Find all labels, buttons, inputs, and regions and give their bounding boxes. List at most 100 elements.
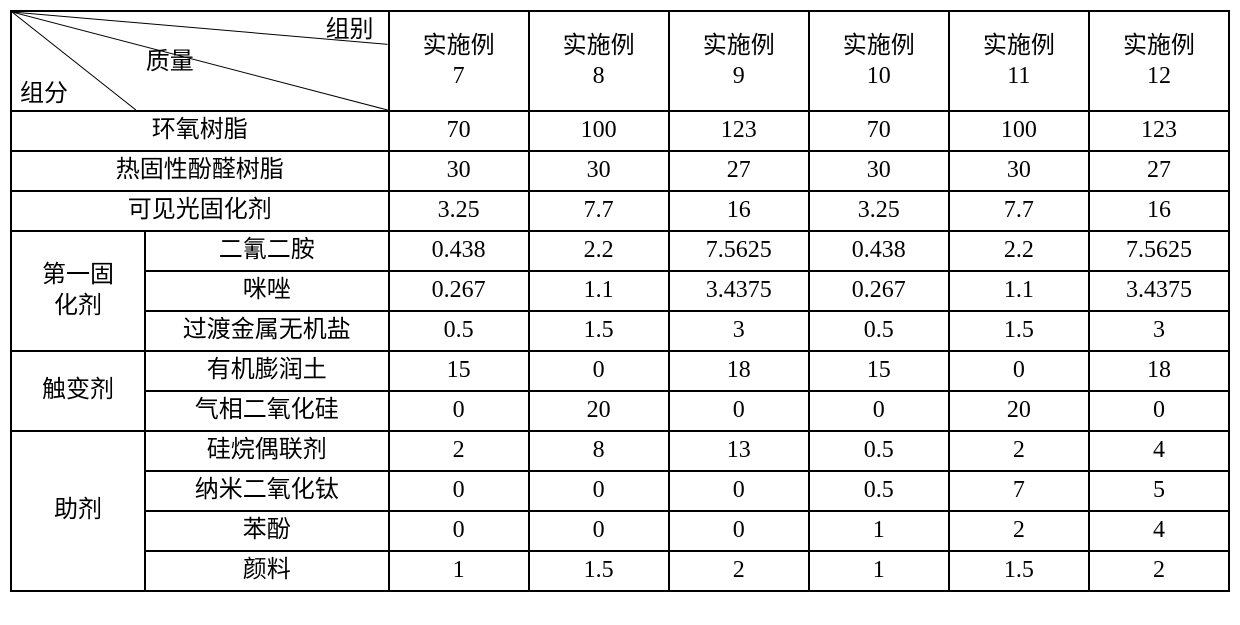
group-2-sub-2-val-0: 0 xyxy=(389,511,529,551)
diag-label-bottom: 组分 xyxy=(20,82,68,106)
group-2-sub-3-val-5: 2 xyxy=(1089,551,1229,591)
group-2-sub-2-val-1: 0 xyxy=(529,511,669,551)
col-header-5-bot: 12 xyxy=(1147,63,1171,89)
group-2-row-2: 苯酚 0 0 0 1 2 4 xyxy=(11,511,1229,551)
group-1-sub-1-val-3: 0 xyxy=(809,391,949,431)
group-0-sub-2-val-1: 1.5 xyxy=(529,311,669,351)
group-1-sub-0-val-4: 0 xyxy=(949,351,1089,391)
group-2-sub-1-label: 纳米二氧化钛 xyxy=(145,471,389,511)
row-simple-1-val-5: 27 xyxy=(1089,151,1229,191)
group-1-sub-1-val-5: 0 xyxy=(1089,391,1229,431)
group-0-sub-0-val-2: 7.5625 xyxy=(669,231,809,271)
col-header-1-bot: 8 xyxy=(593,63,605,89)
group-0-row-1: 咪唑 0.267 1.1 3.4375 0.267 1.1 3.4375 xyxy=(11,271,1229,311)
col-header-3-bot: 10 xyxy=(867,63,891,89)
group-0-label: 第一固化剂 xyxy=(11,231,145,351)
group-2-sub-1-val-0: 0 xyxy=(389,471,529,511)
composition-table-wrap: 组别 质量 组分 实施例7 实施例8 实施例9 实施例10 实施例11 实施例1… xyxy=(10,10,1230,592)
group-2-row-0: 助剂 硅烷偶联剂 2 8 13 0.5 2 4 xyxy=(11,431,1229,471)
composition-table: 组别 质量 组分 实施例7 实施例8 实施例9 实施例10 实施例11 实施例1… xyxy=(10,10,1230,592)
group-2-sub-0-val-2: 13 xyxy=(669,431,809,471)
group-1-row-1: 气相二氧化硅 0 20 0 0 20 0 xyxy=(11,391,1229,431)
col-header-0-bot: 7 xyxy=(453,63,465,89)
group-0-sub-1-val-1: 1.1 xyxy=(529,271,669,311)
group-1-sub-0-val-0: 15 xyxy=(389,351,529,391)
row-simple-0-val-4: 100 xyxy=(949,111,1089,151)
col-header-5: 实施例12 xyxy=(1089,11,1229,111)
group-0-sub-0-val-4: 2.2 xyxy=(949,231,1089,271)
group-1-sub-0-label: 有机膨润土 xyxy=(145,351,389,391)
row-simple-2-label: 可见光固化剂 xyxy=(11,191,389,231)
col-header-2-top: 实施例 xyxy=(703,33,775,59)
row-simple-2-val-0: 3.25 xyxy=(389,191,529,231)
group-1-sub-1-val-4: 20 xyxy=(949,391,1089,431)
row-simple-1-label: 热固性酚醛树脂 xyxy=(11,151,389,191)
group-2-row-1: 纳米二氧化钛 0 0 0 0.5 7 5 xyxy=(11,471,1229,511)
col-header-3-top: 实施例 xyxy=(843,33,915,59)
group-2-sub-3-label: 颜料 xyxy=(145,551,389,591)
row-simple-2-val-5: 16 xyxy=(1089,191,1229,231)
group-2-sub-0-val-1: 8 xyxy=(529,431,669,471)
group-1-sub-0-val-5: 18 xyxy=(1089,351,1229,391)
group-0-sub-1-val-3: 0.267 xyxy=(809,271,949,311)
group-2-sub-3-val-2: 2 xyxy=(669,551,809,591)
group-2-label: 助剂 xyxy=(11,431,145,591)
row-simple-1-val-1: 30 xyxy=(529,151,669,191)
col-header-4: 实施例 11 xyxy=(949,11,1089,111)
group-1-sub-1-label: 气相二氧化硅 xyxy=(145,391,389,431)
col-header-4-top: 实施例 xyxy=(983,33,1055,59)
group-1-sub-1-val-0: 0 xyxy=(389,391,529,431)
group-0-sub-1-val-5: 3.4375 xyxy=(1089,271,1229,311)
row-simple-1-val-2: 27 xyxy=(669,151,809,191)
group-0-sub-2-val-2: 3 xyxy=(669,311,809,351)
group-2-sub-1-val-1: 0 xyxy=(529,471,669,511)
group-0-row-0: 第一固化剂 二氰二胺 0.438 2.2 7.5625 0.438 2.2 7.… xyxy=(11,231,1229,271)
group-2-sub-3-val-3: 1 xyxy=(809,551,949,591)
group-2-sub-3-val-1: 1.5 xyxy=(529,551,669,591)
group-0-sub-2-label: 过渡金属无机盐 xyxy=(145,311,389,351)
group-0-row-2: 过渡金属无机盐 0.5 1.5 3 0.5 1.5 3 xyxy=(11,311,1229,351)
col-header-0-top: 实施例 xyxy=(423,33,495,59)
row-simple-1-val-0: 30 xyxy=(389,151,529,191)
group-0-sub-1-val-0: 0.267 xyxy=(389,271,529,311)
group-2-row-3: 颜料 1 1.5 2 1 1.5 2 xyxy=(11,551,1229,591)
group-0-sub-0-val-1: 2.2 xyxy=(529,231,669,271)
row-simple-0-label: 环氧树脂 xyxy=(11,111,389,151)
group-0-sub-0-label: 二氰二胺 xyxy=(145,231,389,271)
group-1-sub-0-val-2: 18 xyxy=(669,351,809,391)
col-header-0: 实施例 7 xyxy=(389,11,529,111)
group-2-sub-3-val-4: 1.5 xyxy=(949,551,1089,591)
group-2-sub-1-val-5: 5 xyxy=(1089,471,1229,511)
group-0-sub-0-val-0: 0.438 xyxy=(389,231,529,271)
row-simple-2: 可见光固化剂 3.25 7.7 16 3.25 7.7 16 xyxy=(11,191,1229,231)
group-1-label: 触变剂 xyxy=(11,351,145,431)
group-2-sub-2-label: 苯酚 xyxy=(145,511,389,551)
row-simple-1-val-3: 30 xyxy=(809,151,949,191)
group-2-sub-0-label: 硅烷偶联剂 xyxy=(145,431,389,471)
col-header-4-bot: 11 xyxy=(1007,63,1030,89)
group-2-sub-0-val-5: 4 xyxy=(1089,431,1229,471)
group-0-sub-0-val-5: 7.5625 xyxy=(1089,231,1229,271)
group-1-sub-0-val-3: 15 xyxy=(809,351,949,391)
group-0-sub-2-val-4: 1.5 xyxy=(949,311,1089,351)
group-0-sub-1-label: 咪唑 xyxy=(145,271,389,311)
group-2-sub-0-val-4: 2 xyxy=(949,431,1089,471)
row-simple-0-val-1: 100 xyxy=(529,111,669,151)
col-header-1: 实施例 8 xyxy=(529,11,669,111)
group-0-sub-0-val-3: 0.438 xyxy=(809,231,949,271)
row-simple-0-val-3: 70 xyxy=(809,111,949,151)
group-2-sub-2-val-4: 2 xyxy=(949,511,1089,551)
row-simple-2-val-1: 7.7 xyxy=(529,191,669,231)
row-simple-2-val-3: 3.25 xyxy=(809,191,949,231)
group-2-sub-0-val-3: 0.5 xyxy=(809,431,949,471)
row-simple-1-val-4: 30 xyxy=(949,151,1089,191)
col-header-1-top: 实施例 xyxy=(563,33,635,59)
col-header-2: 实施例 9 xyxy=(669,11,809,111)
diagonal-header-cell: 组别 质量 组分 xyxy=(11,11,389,111)
group-2-sub-2-val-2: 0 xyxy=(669,511,809,551)
group-0-sub-2-val-0: 0.5 xyxy=(389,311,529,351)
group-0-sub-1-val-4: 1.1 xyxy=(949,271,1089,311)
diag-label-middle: 质量 xyxy=(146,50,194,74)
col-header-2-bot: 9 xyxy=(733,63,745,89)
row-simple-0-val-0: 70 xyxy=(389,111,529,151)
